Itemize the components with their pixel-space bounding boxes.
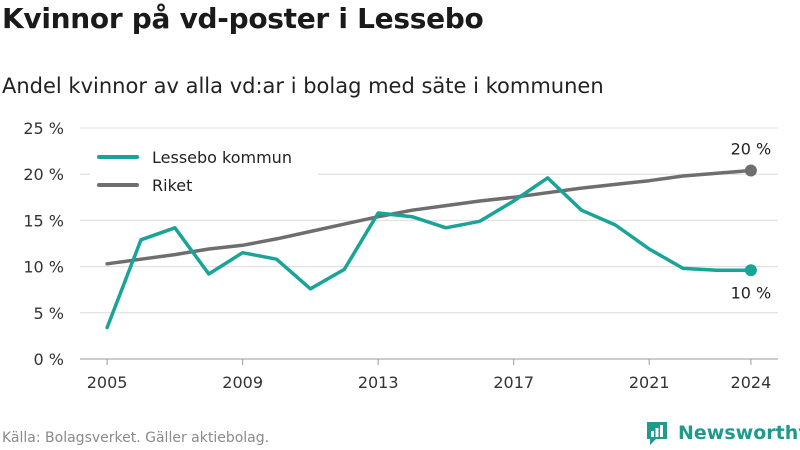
x-tick-label: 2013 [358,373,399,392]
series-line-0 [105,176,753,330]
y-tick-label: 25 % [23,119,64,138]
x-tick-label: 2005 [87,373,128,392]
end-label-0: 10 % [731,283,772,302]
end-label-1: 20 % [731,140,772,159]
x-tick-label: 2024 [731,373,772,392]
legend-label-0: Lessebo kommun [152,148,292,167]
legend: Lessebo kommun Riket [90,141,318,199]
x-tick-label: 2009 [222,373,263,392]
legend-label-1: Riket [152,176,192,195]
series-endpoint-0 [744,264,757,277]
x-tick-label: 2017 [493,373,534,392]
x-tick-label: 2021 [629,373,670,392]
newsworthy-logo-icon [647,422,667,445]
series-lines [105,164,757,330]
chart-title: Kvinnor på vd-poster i Lessebo [2,2,484,35]
series-endpoint-1 [744,164,757,177]
y-tick-label: 5 % [34,304,64,323]
series-line-1 [105,168,753,266]
source-note: Källa: Bolagsverket. Gäller aktiebolag. [2,430,270,446]
y-axis-tick-labels: 0 % 5 % 10 % 15 % 20 % 25 % [23,119,64,369]
chart-subtitle: Andel kvinnor av alla vd:ar i bolag med … [2,74,604,98]
legend-background [90,141,318,199]
newsworthy-logo: Newsworthy [644,419,800,447]
end-labels: 20 % 10 % [731,140,772,303]
logo-text: Newsworthy [678,422,800,444]
y-tick-label: 15 % [23,211,64,230]
x-axis-tick-labels: 2005 2009 2013 2017 2021 2024 [87,359,772,392]
y-tick-label: 0 % [34,350,64,369]
y-tick-label: 20 % [23,165,64,184]
y-tick-label: 10 % [23,258,64,277]
